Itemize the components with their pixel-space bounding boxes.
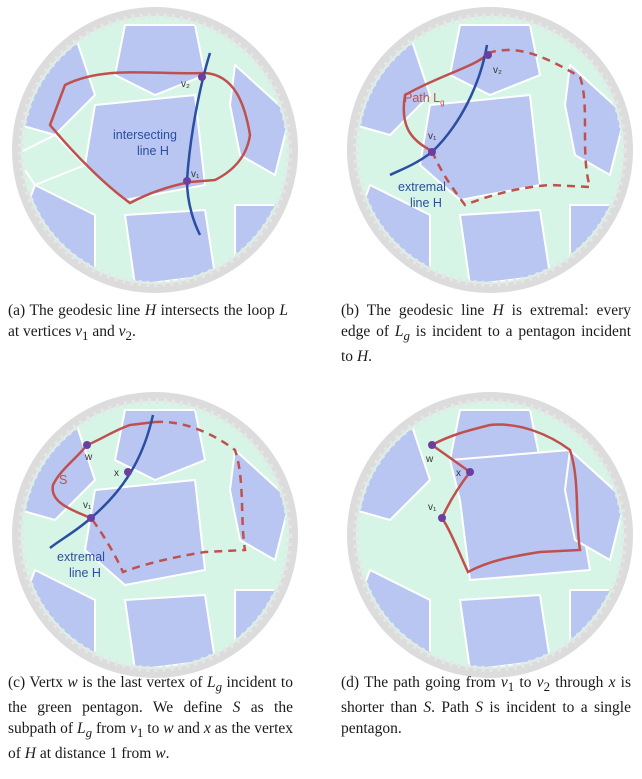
panel-b-disk: v₂ v₁ Path Lg extremal line H [340,5,640,295]
vertex-v2 [484,51,492,59]
label-x: x [456,468,461,479]
label-line-2: line H [137,144,169,158]
label-w: w [84,452,93,463]
panel-d-figure: w x v₁ [347,392,633,678]
vertex-v1 [438,514,446,522]
subpath-S [51,420,156,520]
label-v2: v₂ [181,79,190,90]
label-line-2: line H [410,196,442,210]
label-line-1: extremal [57,550,105,564]
vertex-w [83,441,91,449]
vertex-v1 [87,514,95,522]
caption-a: (a) The geodesic line H intersects the l… [8,302,288,344]
label-v1: v₁ [83,500,92,511]
vertex-v1 [428,148,436,156]
vertex-x [124,468,132,476]
label-S: S [59,473,67,487]
panel-b-figure: v₂ v₁ Path Lg extremal line H [347,7,633,293]
panel-d-disk: w x v₁ [340,390,640,680]
panel-a-disk: v₂ v₁ intersecting line H [5,5,305,295]
vertex-x [466,468,474,476]
panel-a-figure: v₂ v₁ intersecting line H [12,7,298,293]
vertex-v1 [183,177,191,185]
label-line-1: intersecting [113,128,177,142]
label-v2: v₂ [493,65,502,76]
caption-c: (c) Vertx w is the last vertex of Lg inc… [8,674,294,763]
caption-d: (d) The path going from v1 to v2 through… [341,674,632,738]
extremal-line-H [49,414,155,549]
panel-c-disk: w x v₁ S extremal line H [5,390,305,680]
label-v1: v₁ [428,502,437,513]
vertex-v2 [198,73,206,81]
label-w: w [425,454,434,465]
loop-Lg-dashed [430,48,592,207]
loop-L [48,70,252,205]
label-line-2: line H [69,566,101,580]
panel-c-figure: w x v₁ S extremal line H [12,392,298,678]
vertex-w [428,441,436,449]
label-v1: v₁ [428,131,437,142]
label-x: x [114,468,119,479]
extremal-line-H [389,44,489,177]
label-line-1: extremal [398,180,446,194]
label-v1: v₁ [191,169,200,180]
caption-b: (b) The geodesic line H is extremal: eve… [341,302,631,366]
label-path: Path Lg [404,91,445,107]
